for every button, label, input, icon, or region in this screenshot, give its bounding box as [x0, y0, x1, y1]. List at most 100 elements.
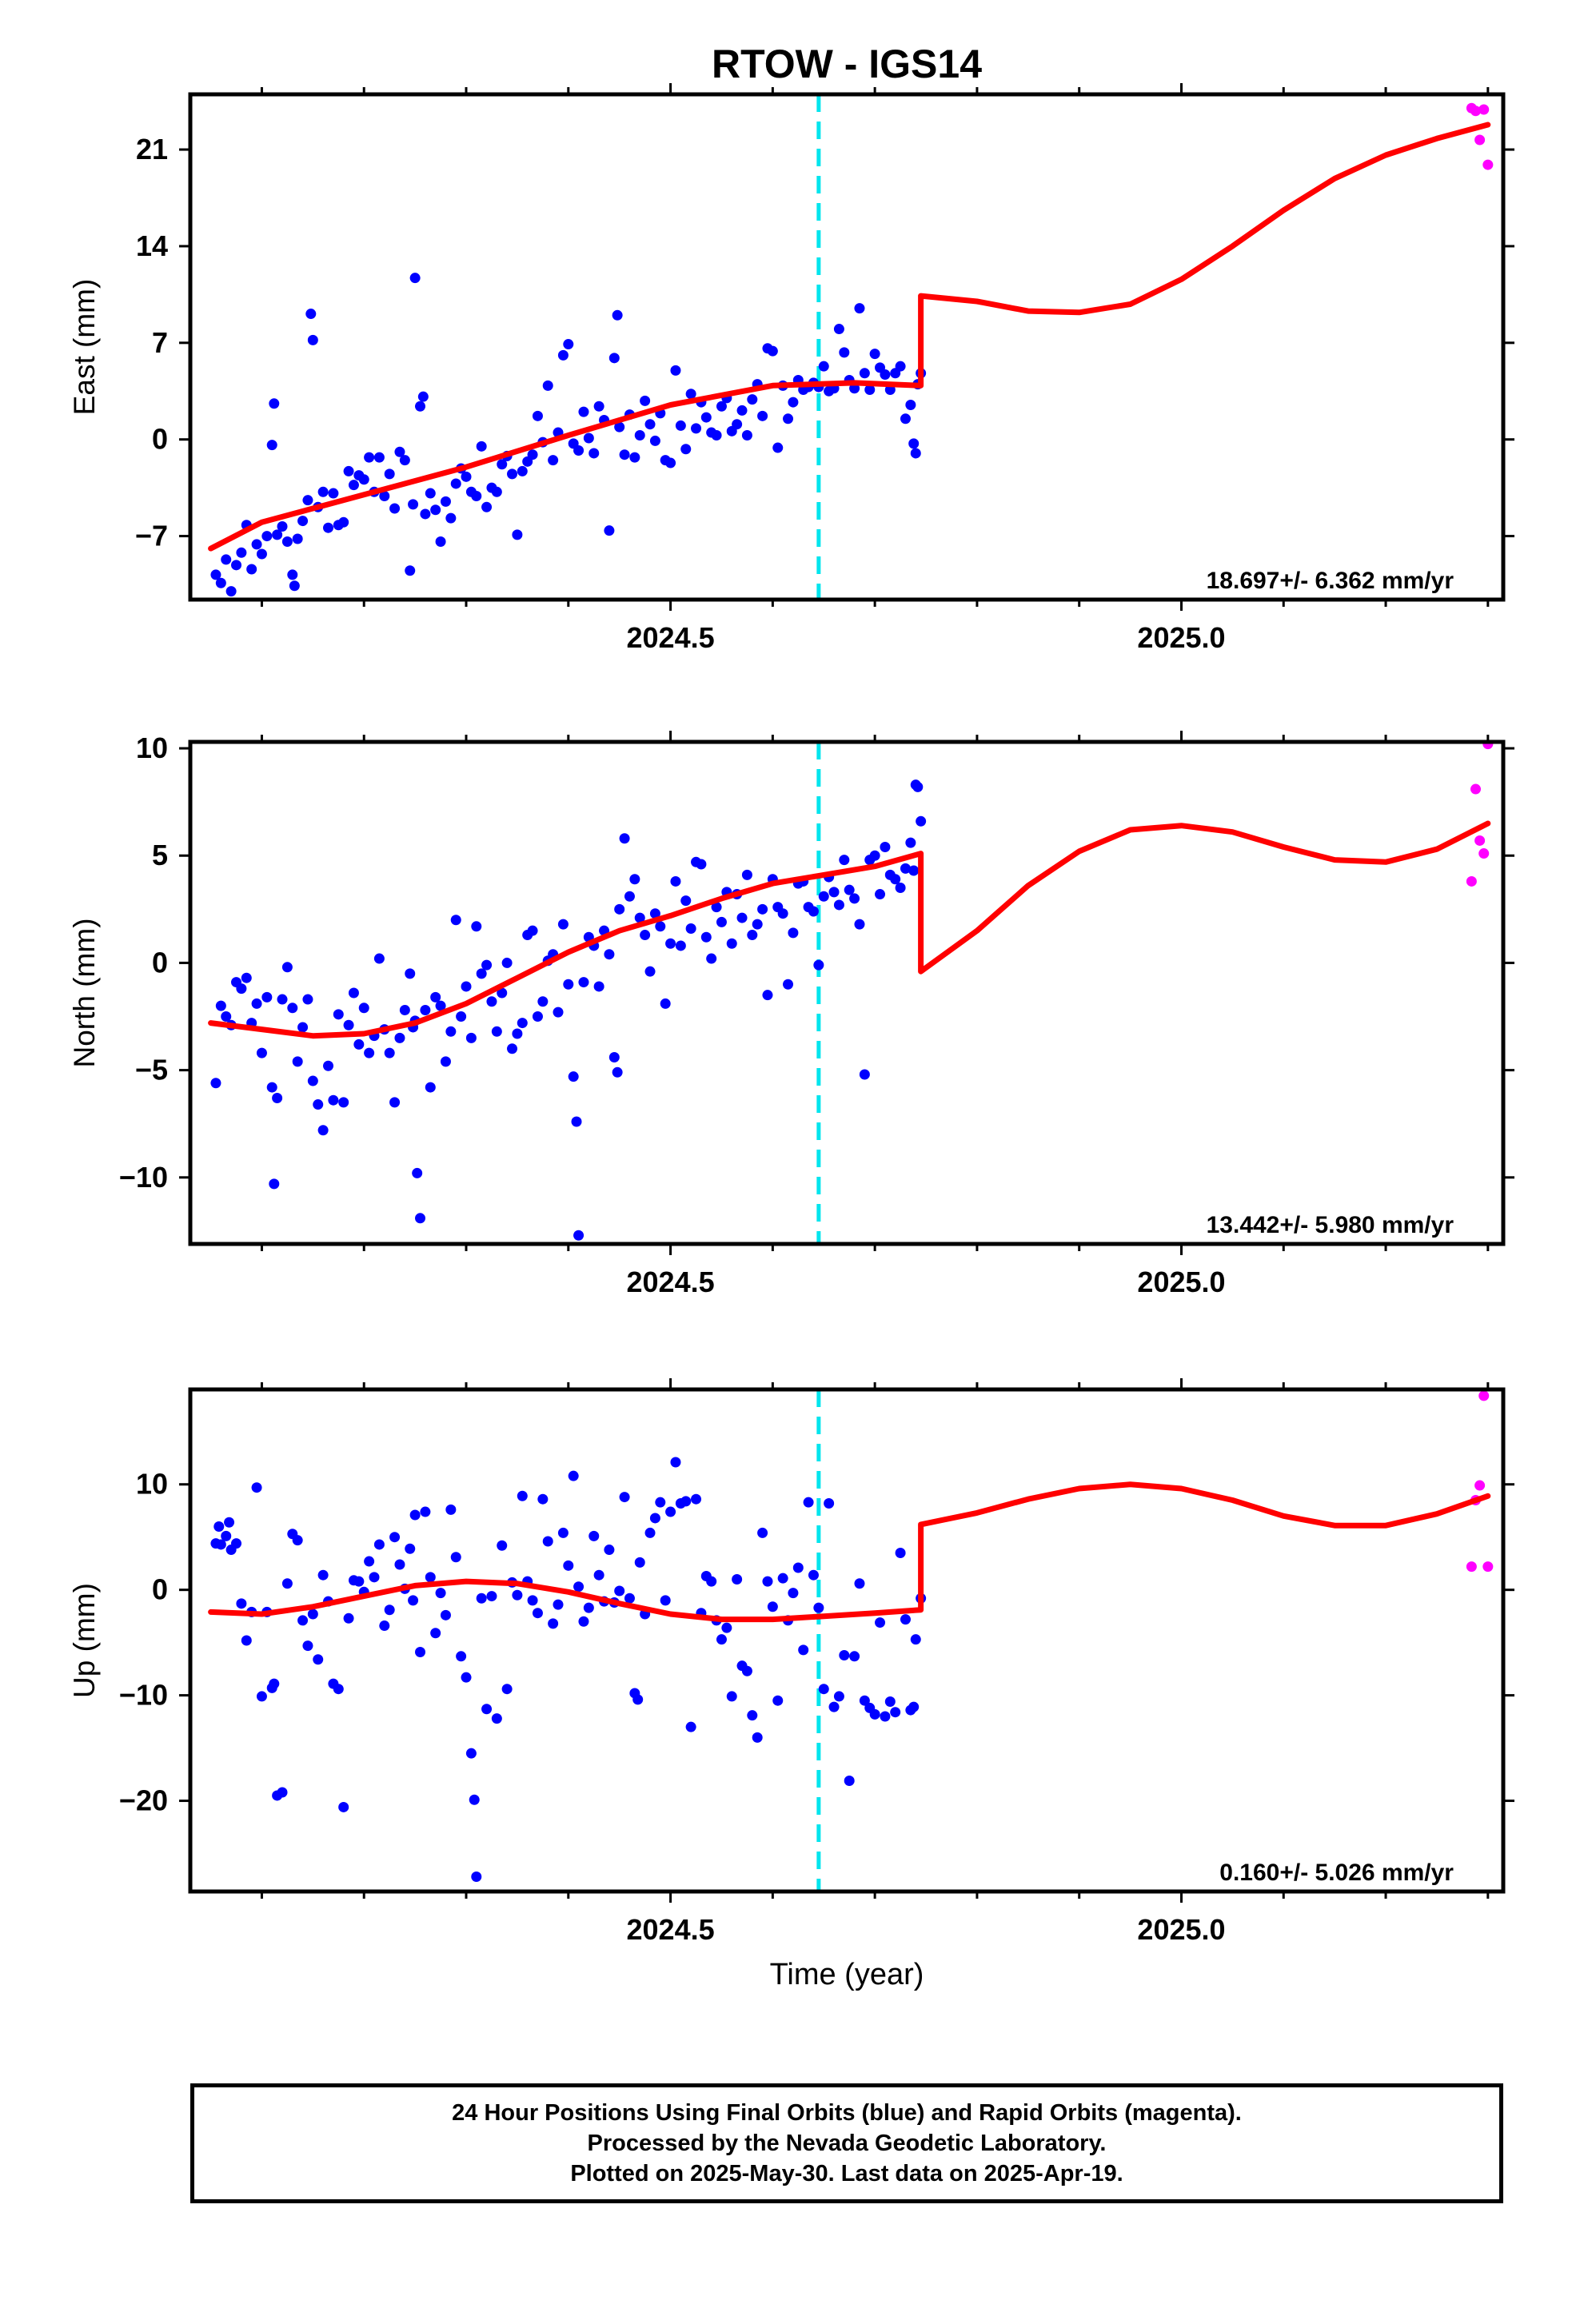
- final-orbit-point: [338, 1097, 349, 1108]
- final-orbit-point: [425, 1082, 436, 1093]
- final-orbit-point: [670, 365, 681, 376]
- x-tick-label: 2025.0: [1137, 1913, 1225, 1946]
- final-orbit-point: [430, 991, 441, 1003]
- final-orbit-point: [440, 1056, 451, 1067]
- final-orbit-point: [527, 925, 538, 936]
- final-orbit-point: [501, 1684, 513, 1695]
- final-orbit-point: [415, 1213, 426, 1224]
- final-orbit-point: [589, 1530, 600, 1541]
- final-orbit-point: [869, 1708, 880, 1720]
- final-orbit-point: [880, 842, 891, 853]
- final-orbit-point: [532, 410, 543, 421]
- y-tick-label: 10: [136, 1468, 168, 1501]
- velocity-rate-label: 13.442+/- 5.980 mm/yr: [1207, 1212, 1454, 1238]
- y-axis-title: East (mm): [68, 279, 101, 416]
- final-orbit-point: [461, 981, 472, 992]
- final-orbit-point: [706, 1576, 717, 1587]
- final-orbit-point: [828, 1701, 840, 1712]
- final-orbit-point: [864, 385, 876, 396]
- final-orbit-point: [328, 1094, 339, 1106]
- final-orbit-point: [747, 930, 758, 941]
- final-orbit-point: [251, 539, 262, 550]
- final-orbit-point: [900, 863, 911, 874]
- final-orbit-point: [317, 1125, 329, 1136]
- final-orbit-point: [629, 452, 640, 463]
- final-orbit-point: [854, 303, 865, 314]
- final-orbit-point: [281, 962, 293, 973]
- final-orbit-point: [313, 1654, 324, 1665]
- final-orbit-point: [640, 930, 651, 941]
- model-fit-line: [208, 820, 1491, 1039]
- final-orbit-point: [548, 455, 559, 466]
- final-orbit-point: [256, 548, 267, 560]
- final-orbit-point: [373, 452, 385, 463]
- y-tick-label: 0: [152, 946, 168, 979]
- final-orbit-point: [624, 891, 635, 902]
- final-orbit-point: [491, 486, 502, 497]
- final-orbit-point: [289, 580, 300, 592]
- final-orbit-point: [231, 1538, 242, 1549]
- final-orbit-point: [251, 998, 262, 1009]
- rapid-orbit-point: [1478, 848, 1490, 859]
- final-orbit-point: [818, 361, 829, 372]
- final-orbit-point: [425, 488, 436, 499]
- final-orbit-point: [338, 1801, 349, 1812]
- final-orbit-point: [517, 1018, 528, 1029]
- y-tick-label: 7: [152, 326, 168, 359]
- final-orbit-point: [532, 1608, 543, 1619]
- final-orbit-point: [548, 1618, 559, 1629]
- final-orbit-point: [696, 859, 707, 870]
- final-orbit-point: [767, 345, 778, 357]
- final-orbit-point: [833, 324, 844, 335]
- final-orbit-point: [373, 953, 385, 964]
- x-tick-label: 2025.0: [1137, 1266, 1225, 1298]
- x-tick-label: 2024.5: [627, 1266, 715, 1298]
- final-orbit-point: [578, 406, 589, 417]
- final-orbit-point: [908, 1701, 920, 1712]
- final-orbit-point: [571, 1116, 582, 1127]
- final-orbit-point: [476, 968, 487, 979]
- final-orbit-point: [313, 1099, 324, 1110]
- final-orbit-point: [287, 1003, 298, 1014]
- final-orbit-point: [895, 1547, 906, 1558]
- rapid-orbit-point: [1482, 1561, 1494, 1573]
- final-orbit-point: [803, 1497, 814, 1508]
- panel-up: 2024.5 2025.0 −20 −10 0 10 Up (mm) 0.160+/- 5.0…: [68, 1378, 1514, 1946]
- final-orbit-point: [849, 1651, 860, 1662]
- final-orbit-point: [465, 1032, 477, 1043]
- final-orbit-point: [307, 334, 318, 345]
- final-orbit-point: [818, 1684, 829, 1695]
- final-orbit-point: [409, 273, 421, 284]
- final-orbit-point: [373, 1539, 385, 1550]
- final-orbit-point: [420, 1004, 431, 1015]
- final-orbit-point: [732, 1573, 743, 1585]
- final-orbit-point: [305, 309, 317, 320]
- final-orbit-point: [777, 1573, 788, 1584]
- final-orbit-point: [269, 398, 280, 409]
- final-orbit-point: [399, 455, 410, 466]
- final-orbit-point: [461, 471, 472, 482]
- final-orbit-point: [231, 560, 242, 571]
- final-orbit-point: [619, 833, 630, 844]
- final-orbit-point: [348, 987, 359, 999]
- final-orbit-point: [456, 1651, 467, 1662]
- final-orbit-point: [788, 927, 799, 939]
- footer-caption: 24 Hour Positions Using Final Orbits (bl…: [190, 2083, 1503, 2203]
- final-orbit-point: [287, 569, 298, 580]
- final-orbit-point: [420, 1506, 431, 1517]
- final-orbit-point: [757, 903, 768, 915]
- x-tick-label: 2024.5: [627, 1913, 715, 1946]
- final-orbit-point: [241, 1635, 252, 1646]
- y-tick-label: 14: [136, 229, 168, 262]
- final-orbit-point: [741, 430, 752, 441]
- final-orbit-point: [256, 1691, 267, 1702]
- final-orbit-point: [420, 508, 431, 520]
- final-orbit-point: [757, 410, 768, 421]
- rapid-orbit-point: [1474, 835, 1486, 846]
- final-orbit-point: [578, 977, 589, 988]
- final-orbit-point: [691, 423, 702, 434]
- final-orbit-point: [461, 1672, 472, 1683]
- final-orbit-point: [604, 1545, 615, 1556]
- final-orbit-point: [649, 1513, 660, 1524]
- panel-north: 2024.5 2025.0 −10 −5 0 5 10 North (mm) 13.442+/-…: [68, 731, 1514, 1298]
